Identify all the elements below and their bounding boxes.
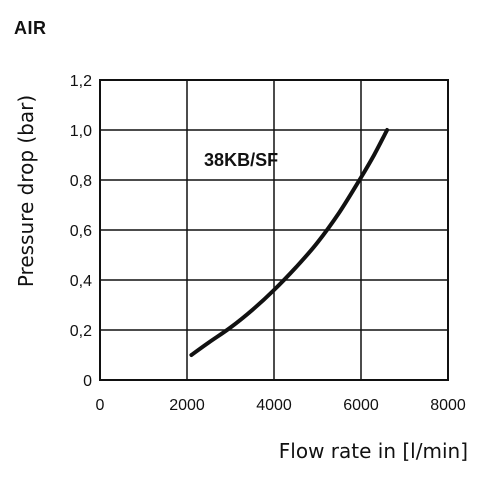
x-tick-label: 4000 [256, 397, 292, 414]
series-line [189, 128, 390, 357]
y-tick-label: 0,4 [70, 273, 92, 290]
x-tick-labels: 0 2000 4000 6000 8000 [96, 397, 466, 414]
curve-label: 38KB/SF [204, 150, 278, 170]
y-tick-label: 0,8 [70, 173, 92, 190]
y-tick-label: 1,2 [70, 73, 92, 90]
x-tick-label: 2000 [169, 397, 205, 414]
y-tick-label: 1,0 [70, 123, 92, 140]
grid-lines [100, 80, 448, 380]
annotations: 38KB/SF [204, 150, 278, 170]
x-tick-label: 0 [96, 397, 105, 414]
plot-border [99, 79, 449, 381]
chart-title: AIR [14, 18, 47, 38]
y-tick-labels: 0 0,2 0,4 0,6 0,8 1,0 1,2 [70, 73, 92, 390]
y-tick-label: 0,2 [70, 323, 92, 340]
y-tick-label: 0,6 [70, 223, 92, 240]
y-tick-label: 0 [83, 373, 92, 390]
x-tick-label: 8000 [430, 397, 466, 414]
plot-frame [99, 79, 449, 381]
series-layer [189, 128, 390, 357]
x-tick-label: 6000 [343, 397, 379, 414]
y-axis-label: Pressure drop (bar) [14, 95, 38, 287]
x-axis-label: Flow rate in [l/min] [279, 439, 468, 463]
